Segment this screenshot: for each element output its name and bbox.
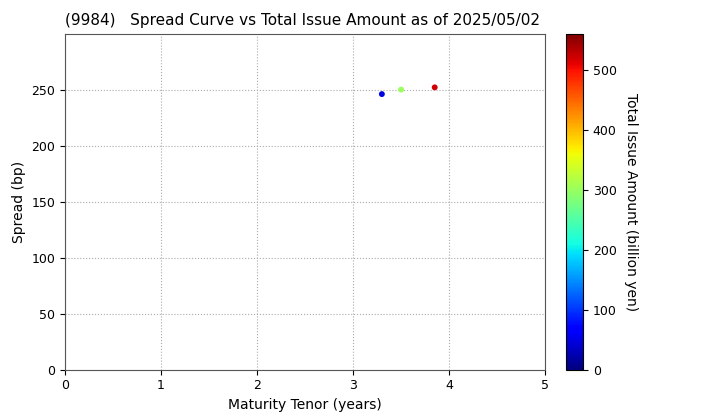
Point xyxy=(395,86,407,93)
Y-axis label: Total Issue Amount (billion yen): Total Issue Amount (billion yen) xyxy=(624,92,638,311)
Point xyxy=(429,84,441,91)
Y-axis label: Spread (bp): Spread (bp) xyxy=(12,160,26,243)
Point xyxy=(376,91,387,97)
Text: (9984)   Spread Curve vs Total Issue Amount as of 2025/05/02: (9984) Spread Curve vs Total Issue Amoun… xyxy=(65,13,540,28)
X-axis label: Maturity Tenor (years): Maturity Tenor (years) xyxy=(228,398,382,412)
